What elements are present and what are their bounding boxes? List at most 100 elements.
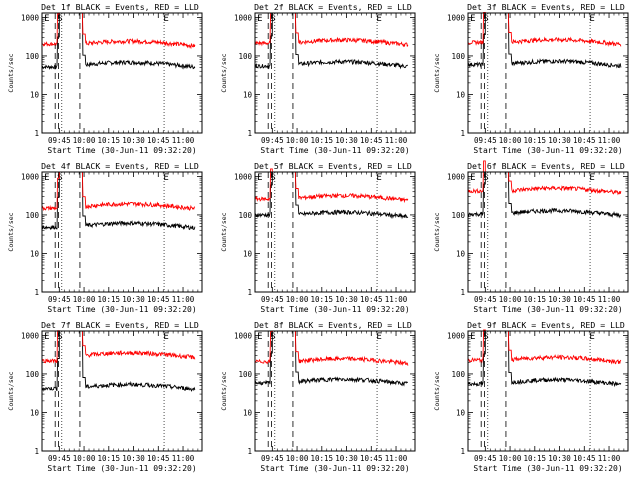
y-tick-label: 1000 (447, 172, 466, 181)
event-marker-label: S (270, 173, 275, 183)
x-tick-label: 10:15 (524, 295, 547, 304)
y-axis-label: Counts/sec (433, 53, 441, 92)
y-tick-label: 1000 (447, 13, 466, 22)
series-line-lld (81, 171, 196, 212)
x-tick-label: 10:00 (499, 454, 522, 463)
series-line-lld (507, 171, 622, 196)
series-line-events (467, 13, 486, 69)
chart-title: Det 6f BLACK = Events, RED = LLD (467, 161, 625, 171)
plot-frame (254, 330, 416, 452)
x-tick-label: 10:00 (286, 136, 309, 145)
series-line-lld (507, 330, 622, 365)
x-tick-label: 10:00 (73, 136, 96, 145)
y-tick-label: 1 (247, 288, 252, 297)
series-line-events (507, 330, 622, 388)
series-line-events (254, 13, 273, 70)
x-axis-label: Start Time (30-Jun-11 09:32:20) (473, 464, 622, 473)
x-tick-label: 10:30 (548, 136, 571, 145)
x-tick-label: 10:15 (311, 295, 334, 304)
x-tick-label: 10:15 (524, 136, 547, 145)
y-tick-label: 100 (238, 370, 252, 379)
plot-frame (467, 12, 629, 134)
chart-panel-3: Det 3f BLACK = Events, RED = LLD Counts/s… (433, 2, 629, 155)
y-tick-label: 10 (30, 90, 40, 99)
y-axis-label: Counts/sec (433, 212, 441, 251)
event-marker-label: E (589, 173, 594, 183)
event-marker-label: E (257, 332, 262, 342)
event-marker-label: E (470, 14, 475, 24)
chart-title: Det 5f BLACK = Events, RED = LLD (254, 161, 412, 171)
series-line-events (41, 331, 60, 392)
y-tick-label: 1000 (234, 172, 253, 181)
x-tick-label: 11:00 (385, 136, 408, 145)
chart-panel-4: Det 4f BLACK = Events, RED = LLD Counts/s… (7, 161, 203, 314)
x-tick-label: 10:00 (286, 295, 309, 304)
x-tick-label: 11:00 (385, 295, 408, 304)
series-line-lld (467, 160, 486, 195)
chart-panel-5: Det 5f BLACK = Events, RED = LLD Counts/s… (220, 161, 416, 314)
x-tick-label: 10:00 (499, 295, 522, 304)
series-line-lld (294, 12, 409, 48)
event-marker-label: E (44, 173, 49, 183)
x-tick-label: 10:45 (147, 295, 170, 304)
chart-title: Det 7f BLACK = Events, RED = LLD (41, 320, 199, 330)
x-tick-label: 11:00 (598, 454, 621, 463)
y-tick-label: 1 (34, 288, 39, 297)
plot-frame (41, 171, 203, 293)
x-tick-label: 10:15 (98, 295, 121, 304)
chart-title: Det 9f BLACK = Events, RED = LLD (467, 320, 625, 330)
x-axis-label: Start Time (30-Jun-11 09:32:20) (260, 146, 409, 155)
y-tick-label: 1000 (234, 13, 253, 22)
event-marker-label: E (257, 173, 262, 183)
y-tick-label: 10 (243, 90, 253, 99)
y-axis-label: Counts/sec (220, 371, 228, 410)
x-tick-label: 10:15 (98, 136, 121, 145)
series-line-events (41, 172, 60, 231)
x-axis-label: Start Time (30-Jun-11 09:32:20) (47, 146, 196, 155)
x-tick-label: 10:45 (147, 454, 170, 463)
x-tick-label: 09:45 (261, 454, 284, 463)
y-tick-label: 100 (451, 52, 465, 61)
event-marker-label: E (470, 332, 475, 342)
series-line-lld (41, 13, 60, 47)
x-tick-label: 10:00 (73, 295, 96, 304)
series-line-lld (81, 330, 196, 360)
chart-title: Det 1f BLACK = Events, RED = LLD (41, 2, 199, 12)
y-tick-label: 1000 (21, 331, 40, 340)
series-line-events (81, 330, 196, 392)
x-tick-label: 10:45 (147, 136, 170, 145)
y-tick-label: 100 (451, 211, 465, 220)
x-tick-label: 09:45 (48, 454, 71, 463)
chart-panel-1: Det 1f BLACK = Events, RED = LLD Counts/s… (7, 2, 203, 155)
x-tick-label: 10:45 (360, 295, 383, 304)
x-tick-label: 09:45 (48, 136, 71, 145)
series-line-events (467, 172, 486, 218)
x-tick-label: 11:00 (172, 454, 195, 463)
x-tick-label: 11:00 (598, 295, 621, 304)
event-marker-label: E (163, 332, 168, 342)
y-tick-label: 100 (238, 52, 252, 61)
event-marker-label: E (589, 332, 594, 342)
series-line-lld (467, 329, 486, 364)
x-tick-label: 10:00 (73, 454, 96, 463)
chart-panel-8: Det 8f BLACK = Events, RED = LLD Counts/s… (220, 320, 416, 473)
x-axis-label: Start Time (30-Jun-11 09:32:20) (473, 305, 622, 314)
series-line-events (81, 12, 196, 70)
y-axis-label: Counts/sec (7, 53, 15, 92)
event-marker-label: S (57, 332, 62, 342)
x-tick-label: 10:00 (499, 136, 522, 145)
chart-panel-7: Det 7f BLACK = Events, RED = LLD Counts/s… (7, 320, 203, 473)
event-marker-label: S (483, 173, 488, 183)
x-tick-label: 10:30 (335, 454, 358, 463)
x-tick-label: 09:45 (261, 136, 284, 145)
series-line-events (507, 12, 622, 69)
y-tick-label: 1 (34, 129, 39, 138)
series-line-lld (254, 12, 273, 47)
x-tick-label: 10:45 (573, 295, 596, 304)
series-line-events (467, 331, 486, 387)
y-tick-label: 10 (243, 408, 253, 417)
x-tick-label: 10:30 (548, 454, 571, 463)
series-line-events (507, 171, 622, 219)
x-tick-label: 10:30 (548, 295, 571, 304)
x-tick-label: 11:00 (598, 136, 621, 145)
